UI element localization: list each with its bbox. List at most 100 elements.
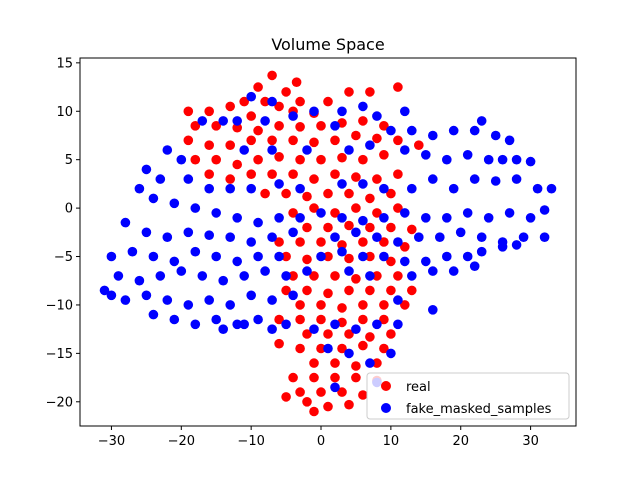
real-point [232, 122, 242, 133]
fake-masked-samples-point [162, 145, 173, 155]
real-point [190, 154, 201, 165]
fake-masked-samples-point [400, 106, 410, 117]
fake-masked-samples-point [120, 217, 131, 228]
real-point [267, 135, 277, 146]
fake-masked-samples-point [428, 130, 438, 141]
real-point [309, 174, 319, 184]
real-point [330, 358, 340, 368]
chart-title: Volume Space [271, 35, 384, 54]
real-point [386, 222, 396, 233]
fake-masked-samples-point [120, 295, 131, 305]
fake-masked-samples-point [267, 145, 277, 155]
fake-masked-samples-point [407, 125, 417, 136]
real-point [351, 372, 361, 383]
real-point [288, 271, 298, 281]
real-point [372, 358, 382, 368]
real-point [358, 237, 368, 247]
real-point [225, 140, 235, 150]
real-point [393, 169, 403, 179]
fake-masked-samples-point [483, 213, 494, 223]
fake-masked-samples-point [197, 271, 208, 281]
real-point [372, 208, 382, 218]
real-point [295, 237, 305, 247]
real-point [337, 387, 347, 397]
fake-masked-samples-point [469, 174, 480, 184]
fake-masked-samples-point [358, 251, 368, 262]
fake-masked-samples-point [400, 208, 410, 218]
real-point [281, 87, 291, 97]
real-point [330, 208, 340, 218]
real-point [351, 130, 361, 141]
real-point [239, 96, 249, 107]
fake-masked-samples-point [274, 251, 284, 262]
fake-masked-samples-point [393, 237, 403, 247]
real-point [302, 222, 312, 233]
real-point [288, 135, 298, 146]
fake-masked-samples-point [316, 251, 326, 262]
fake-masked-samples-point [162, 295, 173, 305]
real-point [337, 152, 347, 163]
fake-masked-samples-point [295, 183, 305, 194]
fake-masked-samples-point [490, 176, 501, 186]
real-point [309, 372, 319, 383]
fake-masked-samples-point [211, 314, 221, 325]
real-point [400, 242, 410, 252]
fake-masked-samples-point [407, 271, 417, 281]
real-point [204, 140, 214, 150]
fake-masked-samples-point [483, 154, 494, 165]
fake-masked-samples-point [386, 348, 396, 359]
real-point [295, 343, 305, 354]
x-tick-label: −10 [237, 434, 264, 449]
real-point [330, 271, 340, 281]
real-point [295, 154, 305, 165]
fake-masked-samples-point [113, 271, 124, 281]
fake-masked-samples-point [232, 256, 242, 267]
y-tick-label: −15 [46, 347, 73, 362]
fake-masked-samples-point [183, 174, 194, 184]
fake-masked-samples-point [302, 145, 312, 155]
real-point [309, 203, 319, 213]
fake-masked-samples-point [253, 217, 263, 228]
real-point [372, 133, 382, 144]
fake-masked-samples-point [539, 205, 550, 215]
fake-masked-samples-point [504, 135, 515, 146]
fake-masked-samples-point [525, 213, 536, 223]
legend-box [366, 372, 570, 420]
real-point [211, 121, 221, 131]
fake-masked-samples-point [246, 91, 256, 102]
real-point [274, 152, 284, 162]
fake-masked-samples-point [448, 125, 459, 136]
fake-masked-samples-point [358, 101, 368, 112]
real-point [225, 101, 235, 112]
fake-masked-samples-point [204, 230, 214, 240]
fake-masked-samples-point [455, 227, 466, 238]
fake-masked-samples-point [379, 213, 389, 223]
real-point [204, 169, 214, 179]
fake-masked-samples-point [169, 198, 180, 209]
fake-masked-samples-point [400, 145, 410, 155]
real-point [351, 172, 361, 182]
fake-masked-samples-point [442, 213, 452, 223]
fake-masked-samples-point [525, 156, 536, 167]
fake-masked-samples-point [134, 183, 145, 194]
fake-masked-samples-point [469, 261, 480, 272]
fake-masked-samples-point [225, 300, 235, 310]
real-point [281, 251, 291, 262]
fake-masked-samples-point [546, 183, 557, 194]
fake-masked-samples-point [225, 183, 235, 194]
fake-masked-samples-point [442, 251, 452, 262]
real-point [211, 154, 221, 165]
fake-masked-samples-point [134, 275, 145, 286]
fake-masked-samples-point [337, 246, 347, 257]
real-point [323, 401, 333, 412]
fake-masked-samples-point [260, 116, 270, 126]
real-point [225, 174, 235, 184]
real-point [337, 343, 347, 354]
x-tick-label: −20 [168, 434, 195, 449]
fake-masked-samples-point [211, 208, 221, 218]
fake-masked-samples-point [407, 183, 417, 194]
fake-masked-samples-point [344, 145, 354, 155]
fake-masked-samples-point [462, 150, 473, 160]
fake-masked-samples-point [539, 232, 550, 242]
fake-masked-samples-point [274, 179, 284, 189]
